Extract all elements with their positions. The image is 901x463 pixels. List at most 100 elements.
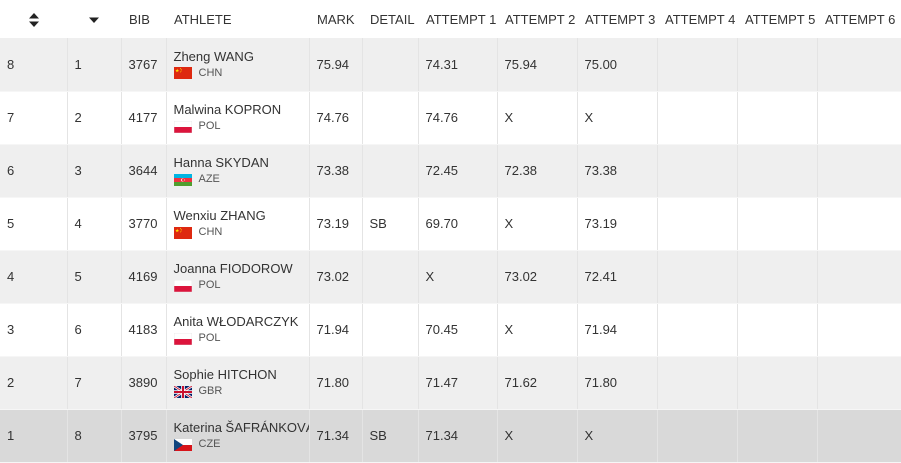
attempt-5-cell (736, 409, 817, 463)
athlete-cell: Malwina KOPRON POL (165, 91, 309, 145)
mark-cell: 73.02 (308, 250, 362, 304)
attempt-1-cell: 70.45 (417, 303, 497, 357)
bib-cell: 3770 (120, 197, 166, 251)
place-cell: 2 (66, 91, 121, 145)
table-row[interactable]: 2 7 3890 Sophie HITCHON GBR 71.80 71.47 71.6… (0, 356, 901, 410)
attempt-3-cell: 73.19 (576, 197, 657, 251)
attempt-4-cell (656, 303, 737, 357)
attempt-6-cell (816, 38, 901, 92)
country-code: AZE (198, 173, 220, 185)
header-attempt-1[interactable]: ATTEMPT 1 (426, 11, 497, 27)
table-row[interactable]: 5 4 3770 Wenxiu ZHANG CHN 73.19 SB 69.70 X 73.… (0, 197, 901, 251)
header-detail[interactable]: DETAIL (370, 11, 415, 27)
header-attempt-5[interactable]: ATTEMPT 5 (745, 11, 816, 27)
header-attempt-4[interactable]: ATTEMPT 4 (665, 11, 736, 27)
detail-cell: SB (361, 409, 418, 463)
header-attempt-6[interactable]: ATTEMPT 6 (825, 11, 896, 27)
attempt-3-cell: 75.00 (576, 38, 657, 92)
athlete-name[interactable]: Anita WŁODARCZYK (173, 314, 299, 329)
country-code: POL (198, 279, 221, 291)
bib-cell: 3890 (120, 356, 166, 410)
attempt-5-cell (736, 303, 817, 357)
attempt-5-cell (736, 197, 817, 251)
sort-order-header[interactable] (0, 0, 67, 38)
country: CHN (173, 226, 309, 239)
mark-cell: 71.80 (308, 356, 362, 410)
sort-place-header[interactable] (67, 0, 121, 38)
attempt-3-cell: 72.41 (576, 250, 657, 304)
table-row[interactable]: 7 2 4177 Malwina KOPRON POL 74.76 74.76 X X (0, 91, 901, 145)
attempt-6-cell (816, 409, 901, 463)
header-mark[interactable]: MARK (317, 11, 355, 27)
header-bib[interactable]: BIB (129, 11, 150, 27)
athlete-name[interactable]: Sophie HITCHON (173, 367, 277, 382)
athlete-cell: Anita WŁODARCZYK POL (165, 303, 309, 357)
attempt-2-cell: X (496, 197, 577, 251)
table-row[interactable]: 3 6 4183 Anita WŁODARCZYK POL 71.94 70.45 X 7… (0, 303, 901, 357)
attempt-1-cell: 74.76 (417, 91, 497, 145)
attempt-6-cell (816, 303, 901, 357)
attempt-5-cell (736, 38, 817, 92)
header-attempt-2[interactable]: ATTEMPT 2 (505, 11, 576, 27)
attempt-5-cell (736, 356, 817, 410)
table-header-row: BIB ATHLETE MARK DETAIL ATTEMPT 1 ATTEMP… (0, 0, 901, 38)
country-code: CHN (198, 66, 223, 79)
attempt-3-cell: X (576, 91, 657, 145)
attempt-4-cell (656, 197, 737, 251)
attempt-1-cell: X (417, 250, 497, 304)
sort-updown-icon[interactable] (28, 11, 39, 27)
athlete-name[interactable]: Joanna FIODOROW (173, 261, 293, 276)
attempt-3-cell: 73.38 (576, 144, 657, 198)
attempt-3-cell: 71.80 (576, 356, 657, 410)
table-row[interactable]: 6 3 3644 Hanna SKYDAN AZE 73.38 72.45 72.38 7… (0, 144, 901, 198)
attempt-4-cell (656, 409, 737, 463)
table-row[interactable]: 8 1 3767 Zheng WANG CHN 75.94 74.31 75.94 75.… (0, 38, 901, 92)
athlete-name[interactable]: Zheng WANG (173, 48, 254, 64)
pol-flag-icon (173, 120, 192, 133)
attempt-6-cell (816, 250, 901, 304)
athlete-cell: Katerina ŠAFRÁNKOVÁ CZE (165, 409, 310, 463)
attempt-1-cell: 71.47 (417, 356, 497, 410)
table-row[interactable]: 1 8 3795 Katerina ŠAFRÁNKOVÁ CZE 71.34 SB 71… (0, 409, 901, 463)
detail-cell (361, 38, 418, 92)
attempt-2-cell: X (496, 91, 577, 145)
detail-cell: SB (361, 197, 418, 251)
bib-cell: 4169 (120, 250, 166, 304)
country: POL (173, 120, 309, 133)
detail-cell (361, 250, 418, 304)
attempt-2-cell: 73.02 (496, 250, 577, 304)
table-row[interactable]: 4 5 4169 Joanna FIODOROW POL 73.02 X 73.02 72… (0, 250, 901, 304)
pol-flag-icon (173, 332, 192, 345)
attempt-2-cell: 72.38 (496, 144, 577, 198)
cze-flag-icon (173, 438, 192, 451)
attempt-2-cell: X (496, 409, 577, 463)
aze-flag-icon (173, 173, 192, 186)
order-cell: 5 (0, 197, 67, 251)
attempt-1-cell: 74.31 (417, 38, 497, 92)
athlete-name[interactable]: Hanna SKYDAN (173, 155, 269, 170)
attempt-4-cell (656, 250, 737, 304)
country-code: CZE (198, 438, 221, 450)
bib-cell: 4177 (120, 91, 166, 145)
attempt-2-cell: 71.62 (496, 356, 577, 410)
order-cell: 7 (0, 91, 67, 145)
country: POL (173, 279, 309, 292)
athlete-name[interactable]: Wenxiu ZHANG (173, 208, 266, 223)
attempt-5-cell (736, 144, 817, 198)
chn-flag-icon (173, 67, 192, 80)
header-attempt-3[interactable]: ATTEMPT 3 (585, 11, 656, 27)
header-athlete[interactable]: ATHLETE (174, 11, 232, 27)
attempt-1-cell: 71.34 (417, 409, 497, 463)
chn-flag-icon (173, 226, 192, 239)
bib-cell: 3795 (120, 409, 166, 463)
sort-down-icon[interactable] (89, 12, 99, 27)
athlete-cell: Hanna SKYDAN AZE (165, 144, 309, 198)
mark-cell: 75.94 (308, 38, 362, 92)
gbr-flag-icon (172, 384, 193, 399)
country-code: POL (198, 332, 221, 344)
athlete-name[interactable]: Katerina ŠAFRÁNKOVÁ (173, 420, 310, 435)
athlete-name[interactable]: Malwina KOPRON (173, 102, 282, 117)
country-code: GBR (198, 385, 223, 397)
country: POL (173, 332, 309, 345)
